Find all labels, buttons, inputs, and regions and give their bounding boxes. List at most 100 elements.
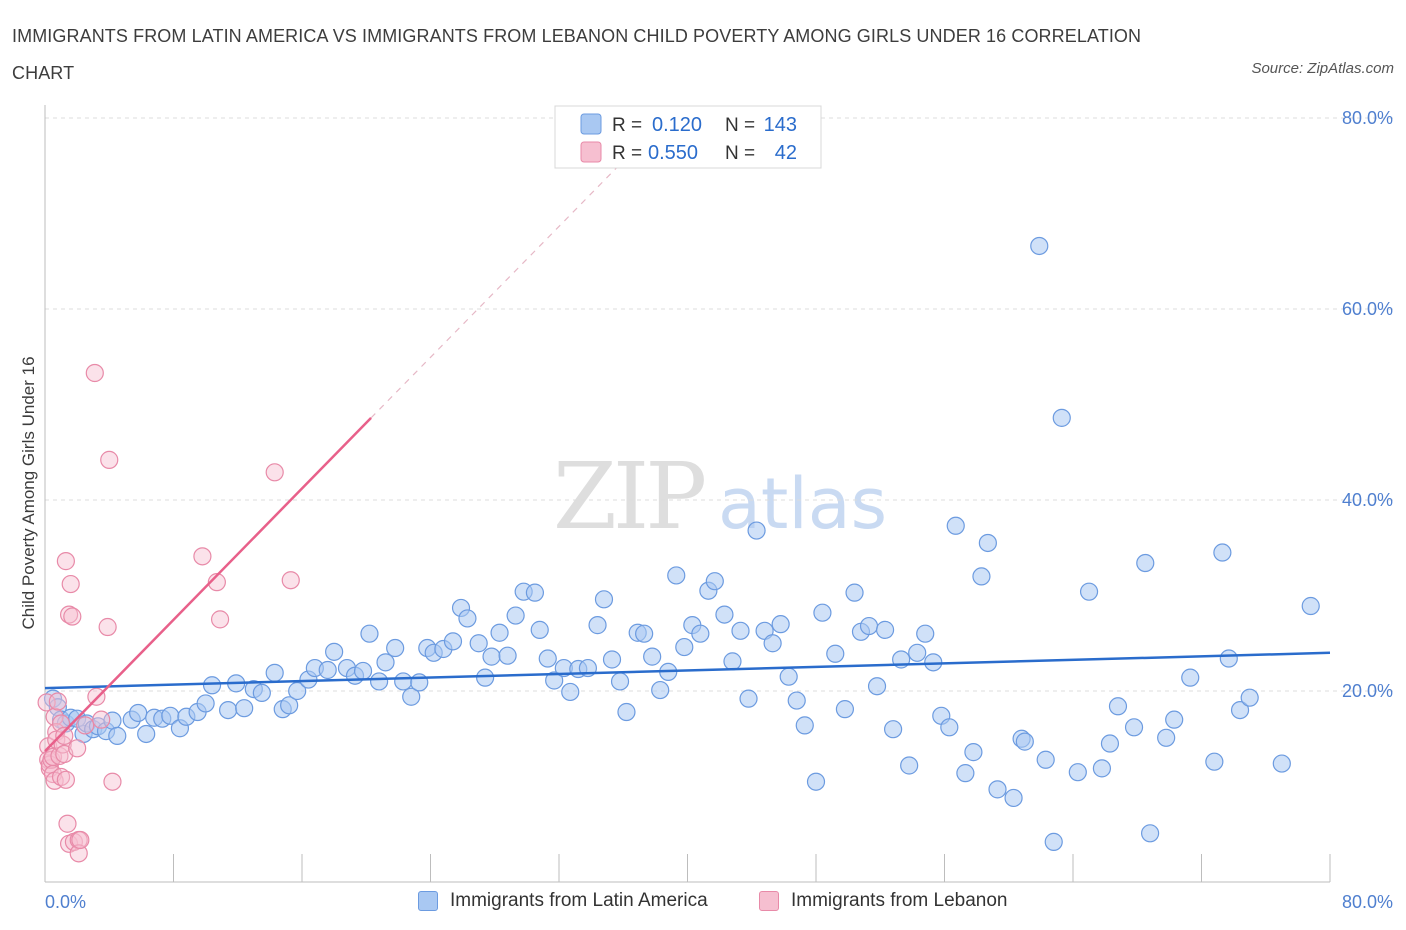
data-point-latin-america	[705, 572, 724, 591]
data-point-latin-america	[1052, 408, 1071, 427]
legend-label-lebanon: Immigrants from Lebanon	[791, 890, 1008, 911]
data-point-latin-america	[1100, 734, 1120, 753]
series-latin-america	[43, 236, 1320, 851]
data-point-latin-america	[469, 634, 488, 653]
data-point-latin-america	[813, 603, 832, 622]
data-point-latin-america	[1157, 728, 1176, 747]
data-point-latin-america	[723, 652, 742, 671]
legend-item-lebanon: Immigrants from Lebanon	[759, 890, 1008, 912]
data-point-latin-america	[530, 620, 549, 639]
data-point-latin-america	[617, 702, 636, 722]
data-point-latin-america	[875, 620, 895, 639]
data-point-latin-america	[1004, 788, 1023, 808]
data-point-lebanon	[45, 707, 64, 726]
stats-n-value-pink: 42	[775, 142, 797, 164]
data-point-lebanon	[87, 687, 106, 706]
y-tick-label: 60.0%	[1342, 299, 1393, 319]
data-point-latin-america	[1219, 649, 1238, 668]
data-point-latin-america	[635, 624, 654, 643]
y-axis-label: Child Poverty Among Girls Under 16	[19, 356, 38, 629]
data-point-lebanon	[56, 770, 75, 789]
data-point-latin-america	[482, 647, 501, 666]
y-tick-label: 20.0%	[1342, 681, 1393, 701]
data-point-latin-america	[691, 624, 710, 643]
data-point-latin-america	[908, 643, 927, 662]
data-point-lebanon	[55, 726, 74, 745]
data-point-latin-america	[1136, 553, 1155, 573]
data-point-lebanon	[265, 463, 284, 482]
data-point-latin-america	[1240, 688, 1259, 707]
legend-item-latin-america: Immigrants from Latin America	[418, 890, 708, 912]
data-point-latin-america	[588, 616, 607, 635]
data-point-latin-america	[747, 521, 766, 540]
data-point-latin-america	[235, 699, 254, 718]
data-point-latin-america	[900, 756, 919, 775]
data-point-latin-america	[1140, 824, 1160, 843]
data-point-latin-america	[458, 609, 477, 628]
data-point-latin-america	[602, 650, 622, 669]
stats-legend: R = 0.120 N = 143 R = 0.550 N = 42	[554, 105, 822, 169]
data-point-latin-america	[972, 567, 991, 586]
data-point-latin-america	[490, 623, 509, 642]
data-point-latin-america	[376, 653, 395, 672]
data-point-lebanon	[61, 574, 80, 594]
data-point-latin-america	[1092, 759, 1112, 778]
data-point-latin-america	[978, 533, 997, 553]
data-point-latin-america	[787, 691, 806, 710]
data-point-latin-america	[763, 634, 782, 653]
data-point-latin-america	[318, 660, 337, 680]
legend-swatch-pink	[759, 891, 779, 911]
stats-n-label-blue: N =	[725, 115, 755, 136]
data-point-latin-america	[219, 700, 238, 720]
data-point-lebanon	[281, 571, 300, 590]
grid-lines	[45, 117, 1393, 692]
stats-legend-pink-swatch	[580, 141, 602, 163]
data-point-latin-america	[402, 687, 421, 706]
stats-legend-blue-swatch	[580, 113, 602, 135]
data-point-lebanon	[193, 547, 212, 566]
stats-n-label-pink: N =	[725, 143, 755, 164]
data-point-lebanon	[210, 610, 230, 629]
data-point-latin-america	[964, 743, 983, 762]
data-point-lebanon	[48, 692, 67, 711]
data-point-latin-america	[202, 676, 222, 695]
data-point-latin-america	[325, 642, 344, 661]
data-point-lebanon	[103, 772, 122, 791]
data-point-latin-america	[1230, 700, 1250, 720]
data-point-latin-america	[946, 516, 965, 535]
stats-r-value-pink: 0.550	[648, 142, 698, 164]
data-point-latin-america	[916, 624, 935, 643]
data-point-latin-america	[252, 683, 271, 703]
data-point-latin-america	[561, 682, 580, 702]
data-point-latin-america	[643, 647, 662, 666]
data-point-latin-america	[883, 720, 903, 739]
data-point-latin-america	[956, 764, 975, 783]
data-point-lebanon	[51, 767, 71, 787]
data-point-latin-america	[360, 624, 379, 643]
data-point-lebanon	[71, 830, 90, 850]
data-point-latin-america	[1108, 697, 1128, 716]
data-point-latin-america	[545, 671, 564, 690]
data-point-latin-america	[288, 681, 307, 701]
data-point-latin-america	[386, 638, 405, 658]
data-point-lebanon	[58, 814, 77, 833]
data-point-latin-america	[129, 703, 148, 723]
data-point-latin-america	[394, 672, 413, 691]
trend-line-latin-america	[44, 651, 1331, 690]
data-point-latin-america	[988, 780, 1007, 799]
x-tick-label-min: 0.0%	[45, 892, 86, 912]
data-point-lebanon	[207, 573, 226, 592]
data-point-latin-america	[826, 644, 845, 663]
data-point-latin-america	[196, 694, 215, 713]
data-point-latin-america	[1165, 710, 1184, 729]
data-point-latin-america	[353, 661, 373, 681]
data-point-latin-america	[498, 646, 517, 665]
data-point-latin-america	[538, 649, 557, 668]
data-point-latin-america	[108, 726, 127, 745]
y-tick-label: 80.0%	[1342, 108, 1393, 128]
y-tick-labels: 20.0% 40.0% 60.0% 80.0%	[1342, 108, 1393, 701]
data-point-lebanon	[100, 450, 119, 469]
data-point-latin-america	[1030, 236, 1049, 256]
data-point-latin-america	[1036, 750, 1055, 769]
x-ticks	[44, 854, 1331, 882]
